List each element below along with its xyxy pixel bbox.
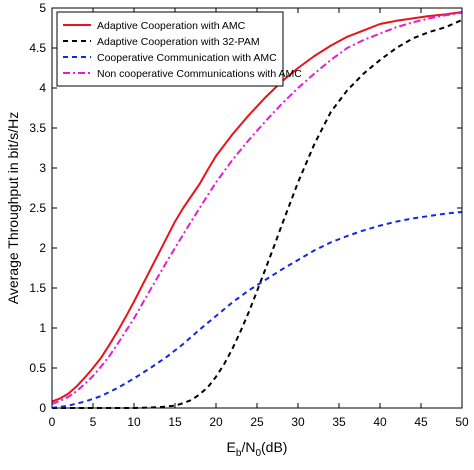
plot-frame (51, 7, 463, 409)
legend-label-2: Adaptive Cooperation with 32-PAM (97, 36, 260, 48)
x-tick-label: 50 (455, 415, 469, 429)
y-axis-label: Average Throughput in bit/s/Hz (5, 112, 21, 305)
y-tick-label: 4 (39, 81, 46, 95)
x-axis-label-mid: /N (241, 439, 255, 455)
y-tick-label: 3.5 (29, 121, 46, 135)
series-line-1 (51, 11, 463, 403)
x-tick-label: 0 (49, 415, 56, 429)
x-tick-label: 10 (127, 415, 141, 429)
x-axis-label-sub-b: b (236, 448, 242, 459)
series-lines (51, 11, 463, 409)
x-tick-label: 15 (168, 415, 182, 429)
x-tick-label: 20 (209, 415, 223, 429)
legend-box (56, 11, 284, 87)
y-tick-label: 0.5 (29, 361, 46, 375)
x-tick-label: 40 (373, 415, 387, 429)
x-tick-label: 30 (291, 415, 305, 429)
legend: Adaptive Cooperation with AMC Adaptive Co… (56, 11, 302, 87)
x-axis-label: Eb/N0(dB) (227, 439, 288, 459)
y-tick-label: 2.5 (29, 201, 46, 215)
x-axis-label-tail: (dB) (261, 439, 287, 455)
series-line-3 (51, 211, 463, 409)
x-tick-label: 35 (332, 415, 346, 429)
x-axis-label-main: E (227, 439, 236, 455)
legend-label-3: Cooperative Communication with AMC (97, 52, 277, 64)
x-axis-label-sub-0: 0 (255, 448, 261, 459)
legend-label-4: Non cooperative Communications with AMC (97, 68, 302, 80)
y-tick-label: 5 (39, 1, 46, 15)
y-tick-label: 3 (39, 161, 46, 175)
x-tick-label: 25 (250, 415, 264, 429)
x-tick-label: 45 (414, 415, 428, 429)
y-tick-label: 4.5 (29, 41, 46, 55)
series-line-2 (52, 19, 463, 409)
legend-label-1: Adaptive Cooperation with AMC (97, 20, 246, 32)
y-tick-label: 2 (39, 241, 46, 255)
y-tick-label: 0 (39, 401, 46, 415)
y-tick-label: 1.5 (29, 281, 46, 295)
tick-labels: 0 5 10 15 20 25 30 35 40 45 50 0 0.5 1 1.5 2 2.5 3 3.5 4 4.5… (29, 1, 469, 429)
x-tick-label: 5 (90, 415, 97, 429)
series-line-4 (51, 11, 463, 405)
y-tick-label: 1 (39, 321, 46, 335)
